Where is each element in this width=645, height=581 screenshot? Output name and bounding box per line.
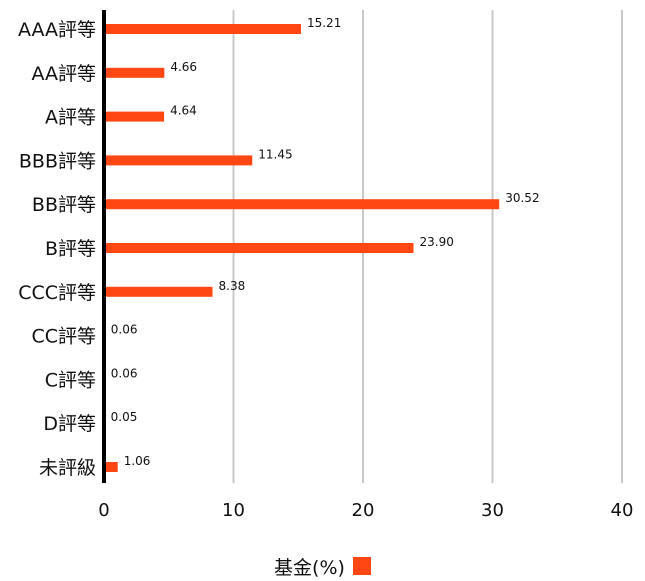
- bar: [104, 24, 301, 34]
- x-tick-label: 0: [98, 500, 109, 521]
- labels: 0 10 20 30 40 AAA評等 15.21 AA評等 4.66 A評等 4.64 BBB評等 1…: [18, 16, 634, 521]
- bar: [104, 111, 165, 122]
- bar: [104, 286, 213, 297]
- category-label: A評等: [45, 107, 96, 129]
- x-tick-label: 40: [611, 500, 634, 521]
- category-label: BBB評等: [19, 150, 96, 172]
- category-label: AAA評等: [18, 19, 96, 41]
- data-label: 11.45: [258, 147, 292, 161]
- category-label: 未評級: [39, 457, 96, 479]
- data-label: 23.90: [420, 235, 454, 249]
- bar: [104, 199, 500, 210]
- bar: [104, 67, 165, 78]
- bar: [104, 243, 414, 253]
- x-tick-label: 10: [222, 500, 245, 521]
- data-label: 1.06: [124, 454, 151, 468]
- x-tick-label: 20: [352, 500, 375, 521]
- data-label: 4.66: [170, 60, 197, 74]
- data-label: 4.64: [170, 104, 197, 118]
- bar: [104, 155, 253, 166]
- bar: [104, 462, 118, 472]
- x-tick-label: 30: [481, 500, 504, 521]
- legend-label: 基金(%): [274, 556, 345, 579]
- data-label: 0.06: [111, 366, 138, 380]
- category-label: BB評等: [32, 194, 96, 216]
- legend: 基金(%): [0, 553, 645, 579]
- category-label: C評等: [45, 369, 96, 391]
- data-label: 30.52: [505, 191, 539, 205]
- data-label: 15.21: [307, 16, 341, 30]
- legend-swatch: [352, 557, 371, 575]
- data-label: 0.06: [111, 323, 138, 337]
- category-label: CCC評等: [18, 282, 96, 304]
- data-label: 0.05: [111, 410, 138, 424]
- category-label: B評等: [45, 238, 96, 260]
- category-label: AA評等: [31, 63, 96, 85]
- category-label: D評等: [43, 413, 96, 435]
- category-label: CC評等: [31, 326, 96, 348]
- data-label: 8.38: [219, 279, 246, 293]
